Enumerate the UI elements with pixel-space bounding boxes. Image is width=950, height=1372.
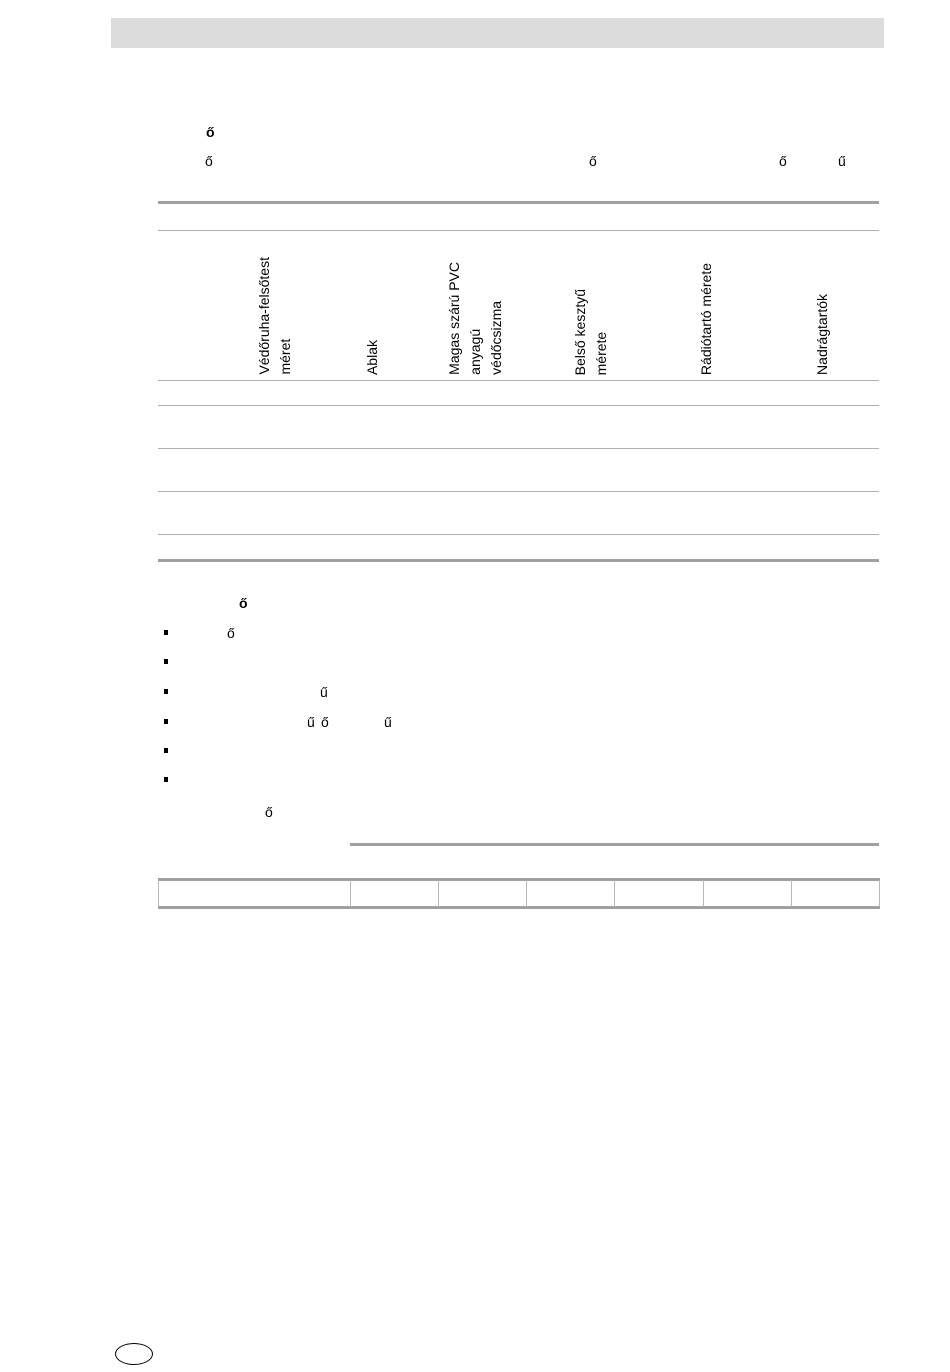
table-divider bbox=[158, 230, 879, 231]
column-header-pvc-boots: Magas szárú PVC anyagú védőcsizma bbox=[446, 262, 504, 375]
bullet-text: ű bbox=[307, 714, 315, 730]
table-row-divider bbox=[158, 380, 879, 381]
table-row-divider bbox=[158, 448, 879, 449]
header-bar bbox=[111, 18, 884, 48]
intro-text: ő bbox=[205, 153, 213, 169]
language-badge-oval bbox=[115, 1343, 153, 1365]
bullet-text: ű bbox=[384, 714, 392, 730]
intro-text: ő bbox=[779, 153, 787, 169]
table-bottom-border bbox=[158, 559, 879, 562]
section-heading: ő bbox=[239, 595, 248, 611]
bullet-marker bbox=[164, 748, 168, 753]
column-header-window: Ablak bbox=[364, 339, 380, 375]
section-heading: ő bbox=[206, 124, 215, 140]
table-cell-border bbox=[703, 880, 704, 907]
bullet-text: ű bbox=[320, 684, 328, 700]
bullet-marker bbox=[164, 630, 168, 635]
intro-text: ű bbox=[838, 153, 846, 169]
note-text: ő bbox=[265, 804, 273, 820]
table-header-line bbox=[350, 843, 879, 846]
column-header-suspenders: Nadrágtartók bbox=[814, 294, 830, 375]
column-header-jacket-size: Védőruha-felsőtest méret bbox=[256, 257, 293, 375]
bullet-text: ő bbox=[321, 714, 329, 730]
table-bottom-border bbox=[158, 906, 880, 909]
bullet-marker bbox=[164, 689, 168, 694]
bullet-marker bbox=[164, 659, 168, 664]
intro-text: ő bbox=[589, 153, 597, 169]
bullet-marker bbox=[164, 719, 168, 724]
table-cell-border bbox=[791, 880, 792, 907]
table-cell-border bbox=[158, 880, 159, 907]
column-header-radio-holder-size: Rádiótartó mérete bbox=[698, 262, 714, 375]
table-row-divider bbox=[158, 534, 879, 535]
table-top-border bbox=[158, 878, 880, 881]
bullet-marker bbox=[164, 777, 168, 782]
table-row-divider bbox=[158, 491, 879, 492]
table-cell-border bbox=[350, 880, 351, 907]
bullet-text: ő bbox=[227, 625, 235, 641]
column-header-inner-glove-size: Belső kesztyű mérete bbox=[572, 288, 609, 375]
table-cell-border bbox=[526, 880, 527, 907]
table-cell-border bbox=[614, 880, 615, 907]
table-top-border bbox=[158, 201, 879, 204]
table-row-divider bbox=[158, 405, 879, 406]
table-cell-border bbox=[438, 880, 439, 907]
table-cell-border bbox=[879, 880, 880, 907]
